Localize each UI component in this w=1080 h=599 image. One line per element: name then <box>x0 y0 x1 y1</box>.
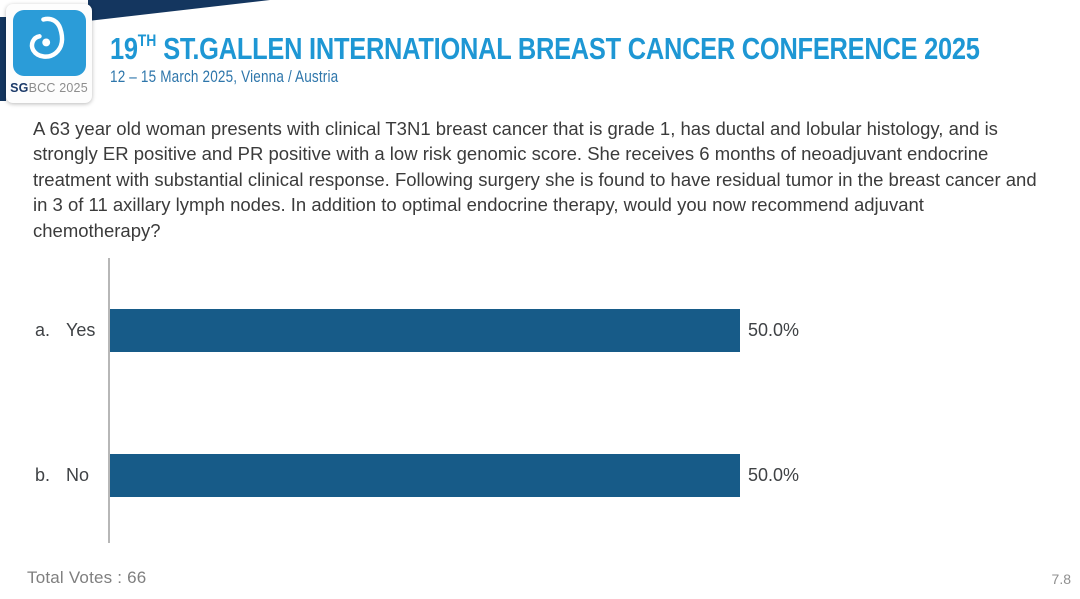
option-text: Yes <box>66 320 96 340</box>
chart-bar <box>110 454 740 497</box>
sgbcc-logo: SGBCC 2025 <box>6 4 92 103</box>
category-label-yes: a. Yes <box>35 320 95 341</box>
sgbcc-breast-drop-icon <box>12 10 86 76</box>
slide-page-number: 7.8 <box>1051 571 1071 587</box>
chart-y-axis <box>108 258 110 543</box>
sgbcc-logo-text: SGBCC 2025 <box>10 81 88 95</box>
conference-title: 19TH ST.GALLEN INTERNATIONAL BREAST CANC… <box>110 24 980 65</box>
total-votes: Total Votes : 66 <box>27 568 147 587</box>
header-banner-wedge <box>88 0 270 21</box>
category-label-no: b. No <box>35 465 89 486</box>
value-label-no: 50.0% <box>748 465 800 485</box>
header-title-block: 19TH ST.GALLEN INTERNATIONAL BREAST CANC… <box>110 24 980 87</box>
conference-subtitle: 12 – 15 March 2025, Vienna / Austria <box>110 68 339 86</box>
poll-question-text: A 63 year old woman presents with clinic… <box>33 118 1037 241</box>
header-edge-strip <box>0 17 6 101</box>
option-text: No <box>66 465 90 485</box>
value-label-yes: 50.0% <box>748 320 800 340</box>
chart-bar <box>110 309 740 352</box>
option-letter: b. <box>35 465 51 485</box>
option-letter: a. <box>35 320 51 340</box>
logo-text-rest: BCC 2025 <box>28 81 88 95</box>
title-ordinal-superscript: TH <box>137 31 157 50</box>
logo-text-sg: SG <box>10 81 29 95</box>
title-number: 19 <box>110 31 138 66</box>
title-text: ST.GALLEN INTERNATIONAL BREAST CANCER CO… <box>156 31 980 66</box>
